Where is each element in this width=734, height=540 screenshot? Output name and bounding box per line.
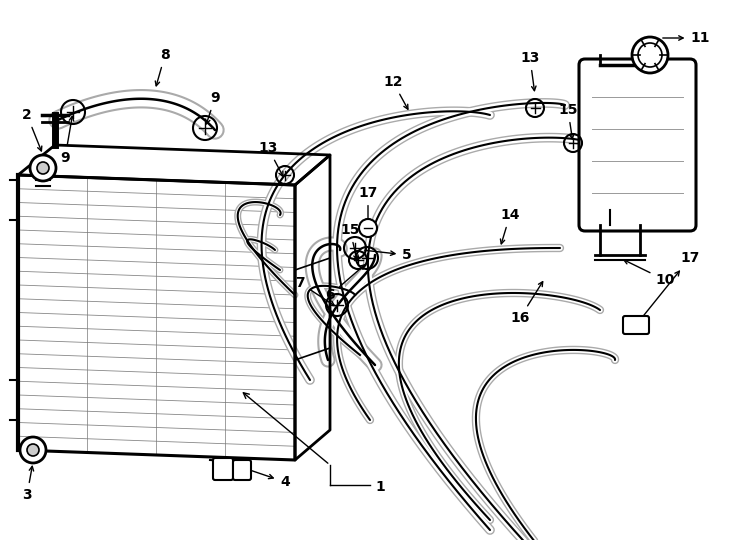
Text: 15: 15 xyxy=(341,223,360,260)
Text: 11: 11 xyxy=(663,31,710,45)
Text: 17: 17 xyxy=(358,186,378,224)
Circle shape xyxy=(20,437,46,463)
Text: 13: 13 xyxy=(258,141,283,176)
Circle shape xyxy=(30,155,56,181)
Text: 14: 14 xyxy=(501,208,520,244)
Text: 9: 9 xyxy=(60,116,73,165)
Circle shape xyxy=(632,37,668,73)
FancyBboxPatch shape xyxy=(579,59,696,231)
Text: 15: 15 xyxy=(559,103,578,139)
Text: 12: 12 xyxy=(383,75,408,109)
FancyBboxPatch shape xyxy=(213,458,233,480)
Text: 5: 5 xyxy=(365,248,412,262)
Text: 8: 8 xyxy=(156,48,170,86)
Circle shape xyxy=(359,219,377,237)
Circle shape xyxy=(37,162,49,174)
Text: 1: 1 xyxy=(375,480,385,494)
Text: 3: 3 xyxy=(22,466,34,502)
Text: 6: 6 xyxy=(325,265,365,302)
Text: 7: 7 xyxy=(295,276,335,306)
Text: 16: 16 xyxy=(510,282,542,325)
Text: 10: 10 xyxy=(624,260,675,287)
FancyBboxPatch shape xyxy=(623,316,649,334)
Text: 13: 13 xyxy=(520,51,539,91)
Text: 9: 9 xyxy=(206,91,219,124)
Text: 2: 2 xyxy=(22,108,42,151)
Circle shape xyxy=(27,444,39,456)
FancyBboxPatch shape xyxy=(233,460,251,480)
Text: 4: 4 xyxy=(238,466,290,489)
Text: 17: 17 xyxy=(638,251,700,323)
